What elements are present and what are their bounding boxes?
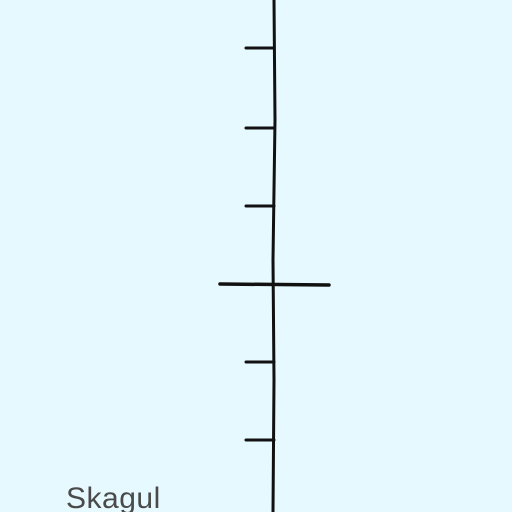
place-label: Skagul [66, 482, 161, 512]
vertical-axis-line [271, 0, 277, 512]
scale-line [218, 0, 331, 512]
center-crossbar [218, 282, 331, 287]
